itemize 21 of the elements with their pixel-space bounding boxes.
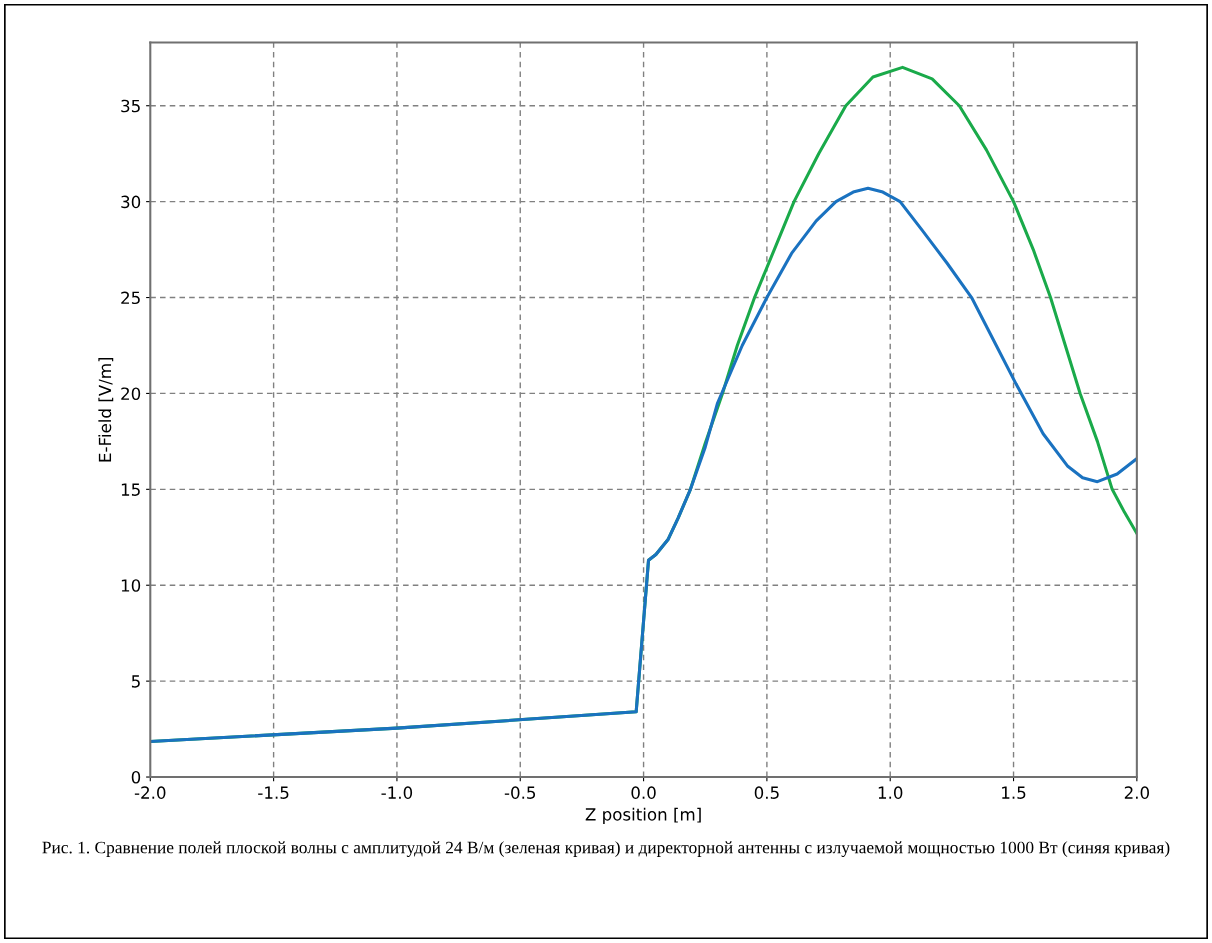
x-tick-label: 0.5 bbox=[754, 786, 779, 799]
x-tick-label: -1.0 bbox=[381, 786, 413, 799]
y-axis-title: E-Field [V/m] bbox=[98, 357, 114, 462]
x-tick-label: 0.0 bbox=[631, 786, 656, 799]
y-tick-label: 25 bbox=[121, 291, 140, 305]
x-tick-label: -1.5 bbox=[258, 786, 289, 799]
x-tick-label: 2.0 bbox=[1124, 786, 1149, 799]
y-tick-label: 5 bbox=[131, 675, 140, 688]
y-tick-label: 10 bbox=[121, 579, 141, 592]
text: Рис. 1. Сравнение полей плоской волны с амплитудой 24 В/м (зеленая кривая) и директорной антенны с излучаемой мощностью 1000 Вт (синяя кривая) bbox=[42, 841, 1170, 857]
y-tick-label: 15 bbox=[121, 483, 140, 496]
x-axis-title: Z position [m] bbox=[585, 807, 701, 824]
x-tick-label: 1.5 bbox=[1002, 786, 1026, 799]
x-tick-label: -0.5 bbox=[504, 786, 536, 799]
line-series bbox=[150, 186, 1137, 744]
y-tick-label: 0 bbox=[131, 770, 141, 784]
x-tick-label: 1.0 bbox=[878, 786, 903, 799]
y-tick-label: 35 bbox=[121, 99, 140, 113]
x-tick-label: -2.0 bbox=[134, 786, 166, 799]
y-tick-label: 20 bbox=[121, 387, 141, 400]
y-tick-label: 30 bbox=[121, 195, 141, 209]
